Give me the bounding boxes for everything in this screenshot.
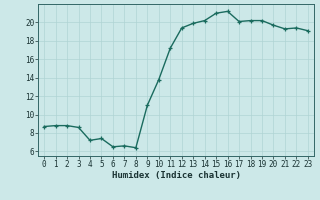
X-axis label: Humidex (Indice chaleur): Humidex (Indice chaleur): [111, 171, 241, 180]
